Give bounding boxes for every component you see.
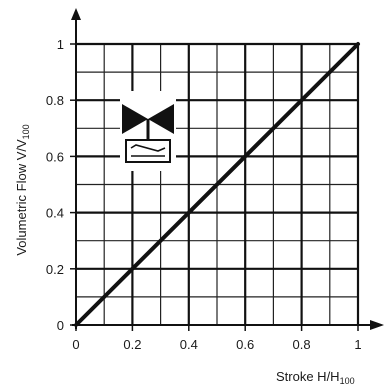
series-line [74, 42, 360, 327]
x-tick-label: 0.2 [123, 337, 141, 352]
y-axis-label: Volumetric Flow V/V100 [14, 124, 31, 255]
y-tick-labels: 0 0.2 0.4 0.6 0.8 1 [46, 37, 64, 333]
series-group [74, 42, 360, 327]
y-tick-label: 1 [57, 37, 64, 52]
y-tick-label: 0.4 [46, 206, 64, 221]
x-tick-label: 0.8 [293, 337, 311, 352]
x-tick-label: 0.6 [236, 337, 254, 352]
x-axis-label: Stroke H/H100 [276, 369, 355, 385]
x-axis-arrow [370, 320, 384, 330]
x-tick-label: 1 [354, 337, 361, 352]
y-tick-label: 0.6 [46, 149, 64, 164]
y-tick-label: 0 [57, 318, 64, 333]
y-tick-label: 0.8 [46, 93, 64, 108]
x-tick-labels: 0 0.2 0.4 0.6 0.8 1 [72, 337, 361, 352]
x-tick-label: 0.4 [180, 337, 198, 352]
y-tick-label: 0.2 [46, 262, 64, 277]
y-axis-arrow [71, 8, 81, 20]
valve-with-actuator-icon [120, 91, 176, 171]
x-tick-label: 0 [72, 337, 79, 352]
